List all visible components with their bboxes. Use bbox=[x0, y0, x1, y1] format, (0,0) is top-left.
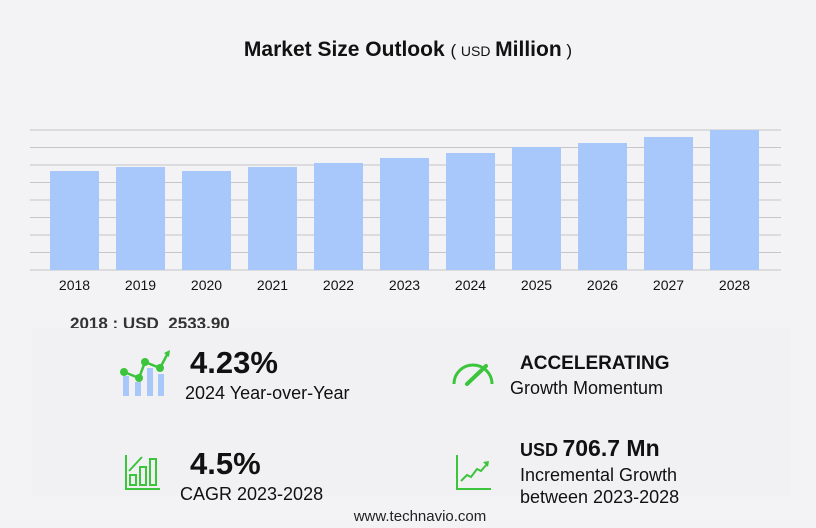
incremental-label-2: between 2023-2028 bbox=[520, 487, 680, 507]
momentum-label: Growth Momentum bbox=[510, 378, 664, 398]
yoy-label: 2024 Year-over-Year bbox=[185, 383, 350, 403]
unit-suffix: Million bbox=[495, 38, 562, 61]
x-tick-label: 2018 bbox=[59, 277, 90, 293]
x-tick-label: 2026 bbox=[587, 277, 618, 293]
growth-chart-icon bbox=[120, 350, 170, 396]
bar-2018 bbox=[50, 171, 99, 270]
momentum-value: ACCELERATING bbox=[520, 353, 670, 374]
cagr-value: 4.5% bbox=[190, 446, 261, 481]
chart-title: Market Size Outlook ( USD Million ) bbox=[0, 38, 816, 62]
x-tick-label: 2019 bbox=[125, 277, 156, 293]
bar-growth-icon bbox=[125, 455, 160, 490]
x-tick-label: 2024 bbox=[455, 277, 486, 293]
title-text: Market Size Outlook bbox=[243, 38, 445, 61]
unit-prefix: USD bbox=[460, 43, 491, 59]
x-tick-label: 2028 bbox=[719, 277, 750, 293]
incremental-value: USD 706.7 Mn bbox=[520, 435, 660, 462]
incremental-prefix: USD bbox=[520, 440, 559, 460]
bar-2021 bbox=[248, 167, 297, 270]
x-tick-label: 2023 bbox=[389, 277, 420, 293]
bar-2022 bbox=[314, 162, 363, 270]
incremental-amount: 706.7 Mn bbox=[562, 435, 660, 461]
x-tick-label: 2025 bbox=[521, 277, 552, 293]
stats-panel bbox=[32, 328, 790, 496]
speedometer-icon bbox=[452, 363, 494, 386]
line-growth-icon bbox=[456, 455, 491, 490]
x-tick-label: 2027 bbox=[653, 277, 684, 293]
bar-chart: 2018 2019 2020 2021 2022 2023 2024 2025 2026 2027… bbox=[30, 129, 781, 293]
bar-2025 bbox=[512, 146, 561, 270]
bar-2024 bbox=[446, 153, 495, 270]
bar-2028 bbox=[710, 130, 759, 270]
incremental-label-1: Incremental Growth bbox=[520, 465, 678, 485]
cagr-label: CAGR 2023-2028 bbox=[180, 484, 324, 504]
bar-2020 bbox=[182, 171, 231, 270]
footer-url[interactable]: www.technavio.com bbox=[353, 508, 487, 525]
bar-2026 bbox=[578, 143, 627, 270]
x-tick-label: 2022 bbox=[323, 277, 354, 293]
bar-2027 bbox=[644, 136, 693, 270]
x-tick-label: 2021 bbox=[257, 277, 288, 293]
bar-2019 bbox=[116, 167, 165, 270]
bar-2023 bbox=[380, 157, 429, 270]
x-tick-label: 2020 bbox=[191, 277, 222, 293]
yoy-value: 4.23% bbox=[190, 345, 278, 380]
title-unit: ( USD Million ) bbox=[450, 38, 573, 61]
